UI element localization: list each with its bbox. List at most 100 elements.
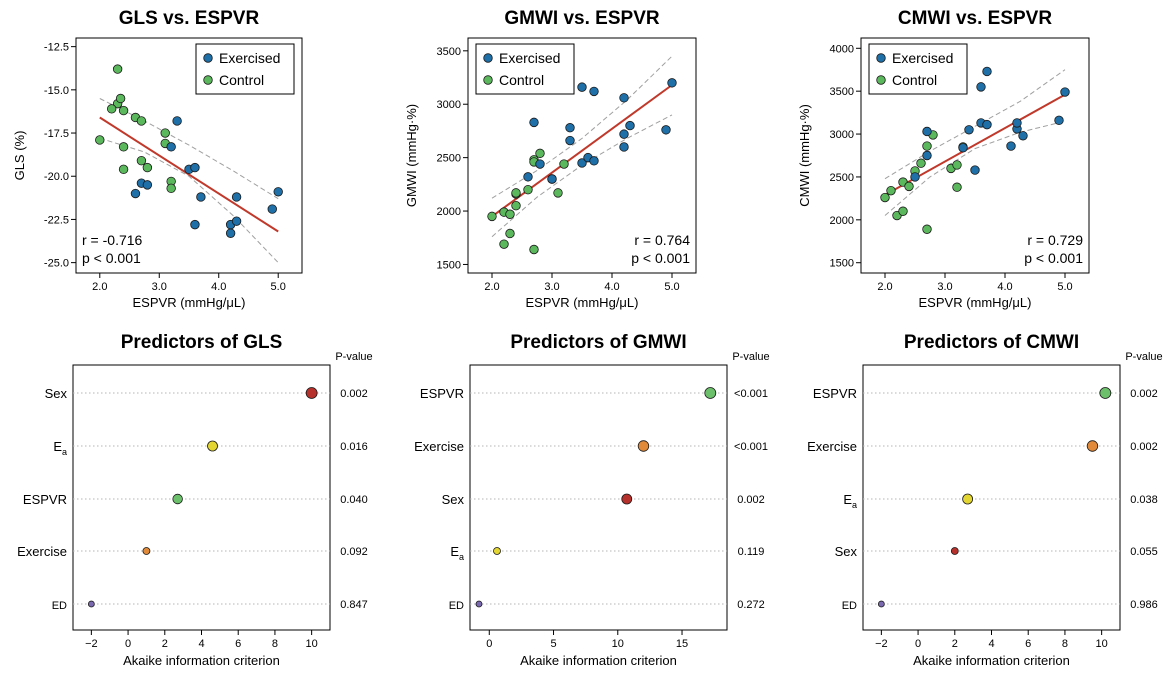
predictor-dot (172, 493, 183, 505)
exercised-point (1018, 131, 1028, 141)
exercised-point (225, 228, 236, 238)
predictor-name: E (53, 439, 62, 454)
legend-label: Control (219, 72, 264, 88)
x-tick-label: 0 (125, 638, 131, 650)
exercised-point (190, 219, 200, 230)
predictor-dot (704, 387, 717, 399)
control-point (106, 104, 117, 114)
x-tick-label: 10 (1096, 638, 1108, 650)
control-point (922, 141, 932, 151)
exercised-point (166, 142, 176, 152)
exercised-point (667, 78, 677, 88)
y-axis-label: CMWI (mmHg·%) (797, 104, 812, 207)
p-value: 0.092 (340, 546, 368, 558)
r-value: r = 0.729 (1027, 232, 1083, 248)
control-point (952, 182, 962, 192)
predictor-name: Sex (45, 386, 68, 401)
legend-label: Control (892, 72, 937, 88)
x-axis-label: Akaike information criterion (520, 653, 677, 668)
predictor-label: ESPVR (813, 386, 857, 401)
exercised-point (922, 126, 932, 137)
predictor-dot (950, 547, 959, 555)
x-tick-label: 4 (988, 638, 994, 650)
x-axis-label: Akaike information criterion (123, 653, 280, 668)
predictor-label: Exercise (414, 439, 464, 454)
ci-lower-line (884, 120, 1066, 216)
x-tick-label: 3.0 (544, 281, 559, 293)
y-tick-label: -22.5 (44, 214, 69, 226)
exercised-point (231, 216, 242, 226)
exercised-point (267, 204, 277, 214)
predictor-label: ED (449, 600, 464, 612)
predictor-name: E (450, 544, 459, 559)
predictor-name: ED (52, 600, 67, 612)
chart-title: CMWI vs. ESPVR (898, 8, 1052, 29)
y-tick-label: 2000 (830, 215, 854, 227)
y-tick-label: 3500 (830, 86, 854, 98)
predictor-label: ESPVR (23, 492, 67, 507)
x-tick-label: 2.0 (484, 281, 499, 293)
exercised-point (172, 116, 182, 126)
y-tick-label: 3500 (437, 46, 461, 58)
y-axis-label: GMWI (mmHg·%) (404, 104, 419, 207)
control-point (523, 184, 533, 195)
predictor-name: ESPVR (23, 492, 67, 507)
y-tick-label: 4000 (830, 43, 854, 55)
control-point (952, 160, 962, 170)
x-tick-label: 0 (486, 638, 492, 650)
predictor-dot (1099, 387, 1112, 399)
x-tick-label: 4 (198, 638, 204, 650)
legend-label: Exercised (499, 50, 560, 66)
exercised-point (535, 159, 545, 169)
legend-box (475, 43, 575, 95)
legend-marker-control (483, 75, 493, 85)
predictor-panel-3: Predictors of CMWI P-value ESPVR 0.002 Exerc… (807, 332, 1163, 668)
exercised-point (922, 150, 932, 161)
plot-frame (862, 364, 1121, 631)
y-tick-label: 2500 (437, 153, 461, 165)
exercised-point (976, 82, 986, 92)
exercised-point (589, 156, 599, 166)
x-tick-label: 15 (676, 638, 688, 650)
x-axis-label: ESPVR (mmHg/μL) (919, 295, 1032, 310)
predictor-label: Sex (45, 386, 68, 401)
control-point (904, 181, 914, 192)
y-tick-label: -25.0 (44, 258, 69, 270)
p-value-header: P-value (732, 351, 769, 363)
predictor-name: Sex (442, 492, 465, 507)
legend-label: Exercised (892, 50, 953, 66)
chart-title: Predictors of GLS (121, 332, 283, 353)
predictor-panel-2: Predictors of GMWI P-value ESPVR <0.001 Exer… (414, 332, 770, 668)
p-value: 0.119 (738, 546, 765, 558)
x-tick-label: 6 (1025, 638, 1031, 650)
scatter-panel-1: GLS vs. ESPVR 2.0 3.0 4.0 5.0 -12.5 -15.0 -17.5… (12, 8, 303, 310)
legend-marker-exercised (483, 53, 493, 63)
x-tick-label: 4.0 (211, 281, 226, 293)
control-point (898, 206, 908, 216)
control-point (142, 162, 153, 173)
p-value: 0.847 (340, 599, 368, 611)
control-point (118, 142, 129, 152)
control-point (487, 211, 497, 222)
x-axis-label: ESPVR (mmHg/μL) (526, 295, 639, 310)
y-tick-label: 3000 (437, 99, 461, 111)
ci-lower-line (491, 114, 673, 238)
p-value-header: P-value (335, 351, 372, 363)
exercised-point (964, 125, 974, 135)
control-point (115, 93, 126, 104)
y-tick-label: 1500 (437, 259, 461, 271)
control-point (553, 188, 563, 198)
predictor-dot (637, 440, 650, 452)
y-axis-label: GLS (%) (12, 131, 27, 181)
p-value: 0.986 (1130, 599, 1158, 611)
predictor-label: Ea (53, 439, 67, 457)
exercised-point (982, 119, 992, 130)
predictor-name: ED (842, 600, 857, 612)
p-value: p < 0.001 (82, 250, 141, 266)
x-tick-label: 4.0 (997, 281, 1012, 293)
control-point (529, 244, 539, 255)
legend-marker-exercised (876, 53, 886, 63)
control-point (499, 239, 509, 249)
chart-title: Predictors of CMWI (904, 332, 1079, 353)
x-tick-label: 3.0 (937, 281, 952, 293)
